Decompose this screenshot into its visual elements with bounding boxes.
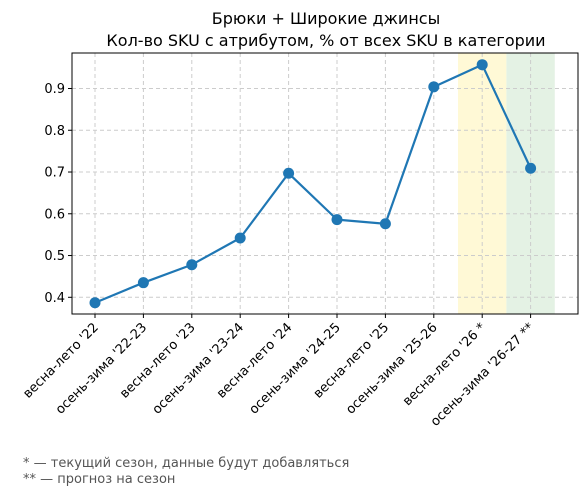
chart-title-line1: Брюки + Широкие джинсы bbox=[212, 9, 440, 28]
footnote-current-season: * — текущий сезон, данные будут добавлят… bbox=[23, 456, 350, 471]
x-tick-label: весна-лето '26 * bbox=[400, 320, 489, 409]
y-tick-label: 0.8 bbox=[44, 124, 65, 139]
x-tick-label: осень-зима '23-24 bbox=[150, 320, 247, 417]
highlight-band bbox=[458, 53, 507, 314]
highlight-band bbox=[506, 53, 555, 314]
data-point bbox=[379, 218, 391, 230]
x-tick-label: осень-зима '24-25 bbox=[247, 320, 344, 417]
footnote-forecast: ** — прогноз на сезон bbox=[23, 472, 176, 487]
plot-frame bbox=[71, 52, 579, 315]
data-point bbox=[186, 259, 198, 271]
x-tick-label: осень-зима '25-26 bbox=[343, 320, 440, 417]
data-point bbox=[476, 59, 488, 71]
x-tick-label: осень-зима '22-23 bbox=[53, 320, 150, 417]
data-point bbox=[234, 232, 246, 244]
chart: Брюки + Широкие джинсы Кол-во SKU с атри… bbox=[20, 9, 579, 430]
data-point bbox=[283, 167, 295, 179]
data-point bbox=[89, 297, 101, 309]
y-tick-label: 0.5 bbox=[44, 249, 65, 264]
data-point bbox=[331, 214, 343, 226]
y-tick-label: 0.6 bbox=[44, 207, 65, 222]
data-point bbox=[525, 162, 537, 174]
y-tick-label: 0.7 bbox=[44, 166, 65, 181]
y-tick-label: 0.9 bbox=[44, 82, 65, 97]
data-point bbox=[137, 277, 149, 289]
data-point bbox=[428, 81, 440, 93]
series-line bbox=[94, 63, 532, 304]
chart-title-line2: Кол-во SKU с атрибутом, % от всех SKU в … bbox=[106, 31, 545, 50]
y-tick-label: 0.4 bbox=[44, 291, 65, 306]
